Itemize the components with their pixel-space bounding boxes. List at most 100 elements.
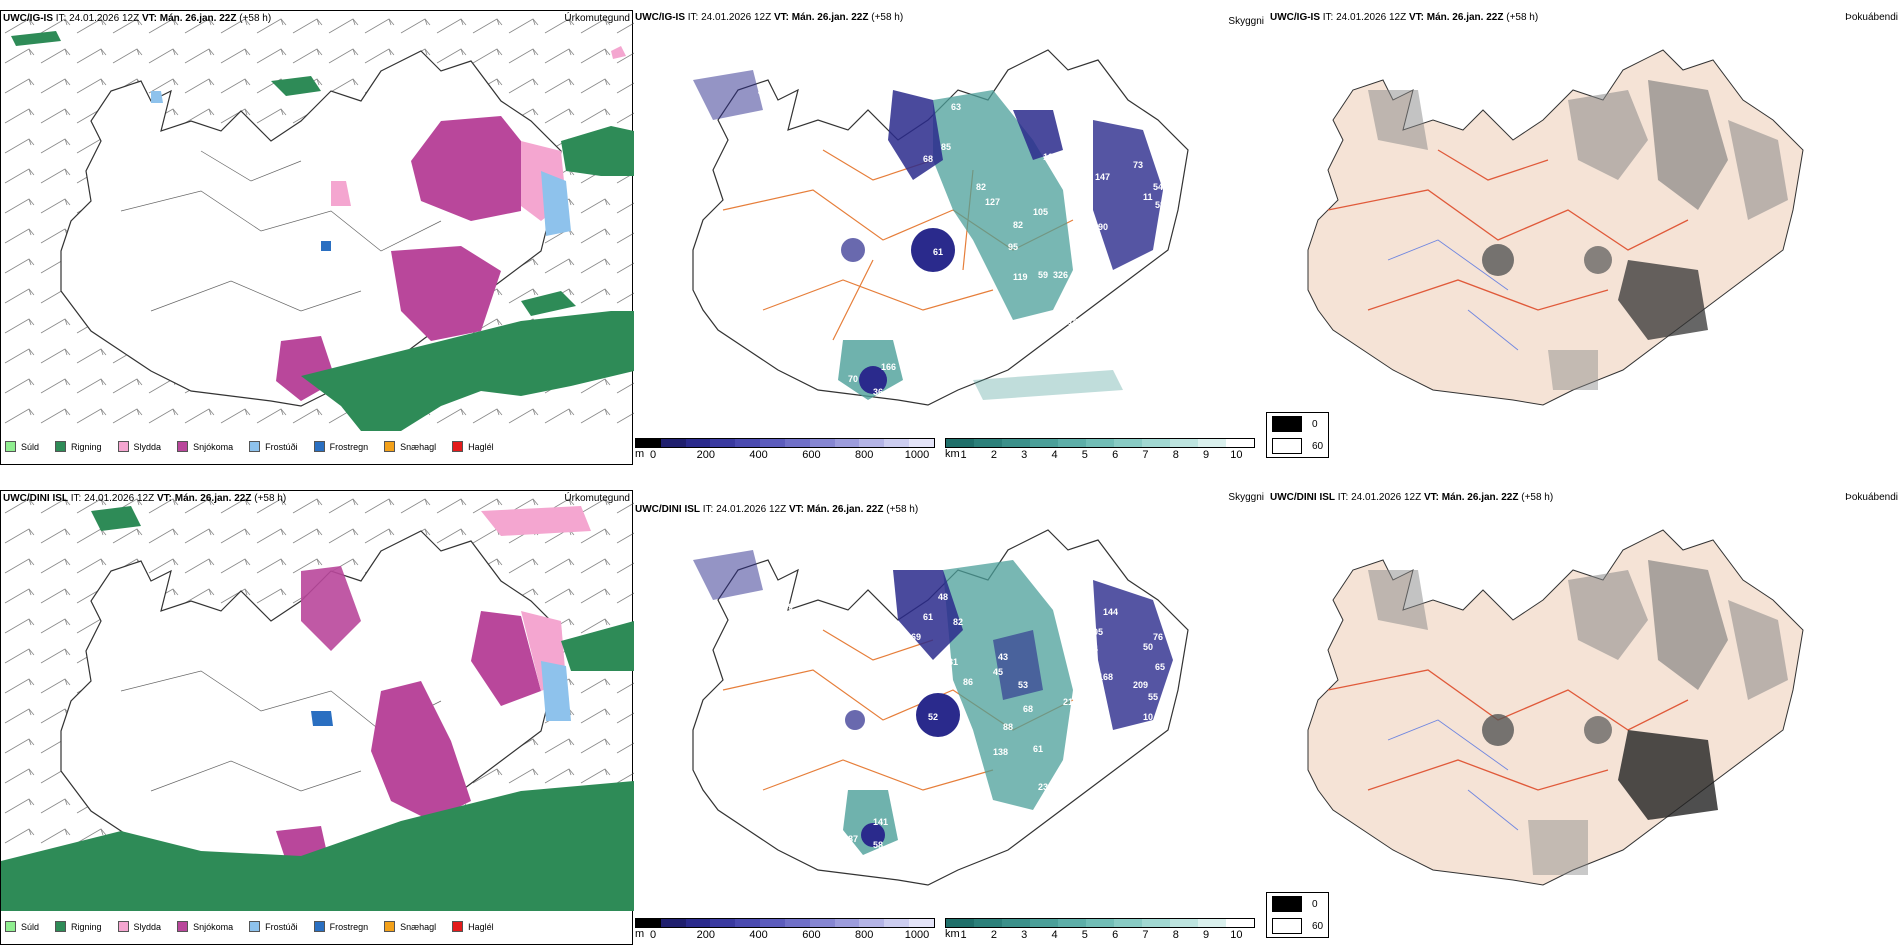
colorbar-tick: 10 <box>1230 929 1243 941</box>
svg-text:52: 52 <box>1073 337 1083 347</box>
svg-text:53: 53 <box>1018 680 1028 690</box>
fog-legend: 0 60 <box>1266 412 1330 458</box>
svg-text:63: 63 <box>951 102 961 112</box>
svg-text:79: 79 <box>1088 257 1098 267</box>
svg-text:168: 168 <box>1098 672 1113 682</box>
svg-text:76: 76 <box>1153 632 1163 642</box>
colorbar-segment <box>1030 919 1058 927</box>
svg-text:81: 81 <box>948 657 958 667</box>
colorbar-segment <box>1058 919 1086 927</box>
colorbar-segment <box>1002 439 1030 447</box>
product-title: Skyggni <box>1228 492 1264 503</box>
svg-text:103: 103 <box>1043 152 1058 162</box>
vis-unit: km <box>945 448 960 460</box>
colorbar-segment <box>1142 439 1170 447</box>
legend-item: Haglél <box>452 921 494 932</box>
panel-header: UWC/IG-IS IT: 24.01.2026 12Z VT: Mán. 26… <box>1270 12 1539 23</box>
svg-text:69: 69 <box>911 632 921 642</box>
legend-item: Snæhagl <box>384 441 436 452</box>
precip-panel-top: UWC/IG-IS IT: 24.01.2026 12Z VT: Mán. 26… <box>0 10 634 465</box>
visibility-map-bottom: 87 73 18 99 48 61 82 69 67 81 86 43 134 … <box>692 529 1189 886</box>
colorbar-tick: 4 <box>1051 449 1058 461</box>
svg-text:18: 18 <box>735 622 745 632</box>
colorbar-tick: 0 <box>649 449 657 461</box>
colorbar-tick: 600 <box>802 449 821 461</box>
colorbar-segment <box>760 919 785 927</box>
svg-text:326: 326 <box>1053 270 1068 280</box>
svg-text:58: 58 <box>873 840 883 850</box>
svg-text:36: 36 <box>873 387 883 397</box>
svg-text:61: 61 <box>1033 744 1043 754</box>
colorbar-segment <box>660 919 686 927</box>
precip-legend: Súld Rigning Slydda Snjókoma Frostúði Fr… <box>5 921 494 932</box>
svg-text:119: 119 <box>1013 272 1028 282</box>
svg-text:192: 192 <box>1068 317 1083 327</box>
product-title: Skyggni <box>1228 16 1264 27</box>
colorbar-segment <box>809 919 835 927</box>
colorbar-tick: 200 <box>696 449 715 461</box>
elev-colorbar: 0 200 400 600 800 1000 <box>635 438 935 462</box>
vis-colorbar: 1 2 3 4 5 6 7 8 9 10 <box>945 918 1255 942</box>
colorbar-segment <box>834 439 860 447</box>
colorbar-segment <box>710 439 736 447</box>
colorbar-tick: 7 <box>1142 449 1149 461</box>
colorbar-tick: 3 <box>1021 449 1028 461</box>
svg-text:190: 190 <box>1093 222 1108 232</box>
colorbar-segment <box>735 439 761 447</box>
vis-colorbar: 1 2 3 4 5 6 7 8 9 10 <box>945 438 1255 462</box>
colorbar-segment <box>909 919 934 927</box>
svg-text:105: 105 <box>1033 207 1048 217</box>
colorbar-segment <box>1114 919 1142 927</box>
vis-unit: km <box>945 928 960 940</box>
svg-text:50: 50 <box>1143 642 1153 652</box>
svg-text:134: 134 <box>1083 644 1098 654</box>
svg-text:205: 205 <box>1088 627 1103 637</box>
elev-colorbar: 0 200 400 600 800 1000 <box>635 918 935 942</box>
colorbar-tick: 1 <box>960 449 967 461</box>
colorbar-tick: 400 <box>749 449 768 461</box>
svg-text:55: 55 <box>1148 692 1158 702</box>
svg-text:43: 43 <box>998 652 1008 662</box>
svg-text:73: 73 <box>1133 160 1143 170</box>
legend-item: Frostregn <box>313 921 368 932</box>
svg-text:138: 138 <box>993 747 1008 757</box>
panel-header: UWC/IG-IS IT: 24.01.2026 12Z VT: Mán. 26… <box>3 13 272 24</box>
colorbar-tick: 6 <box>1112 449 1119 461</box>
colorbar-tick: 7 <box>1142 929 1149 941</box>
svg-text:88: 88 <box>1088 292 1098 302</box>
legend-item: Slydda <box>117 921 161 932</box>
colorbar-segment <box>1142 919 1170 927</box>
svg-text:134: 134 <box>1073 587 1088 597</box>
svg-text:99: 99 <box>783 602 793 612</box>
colorbar-tick: 2 <box>990 929 997 941</box>
legend-item: Slydda <box>117 441 161 452</box>
svg-text:117: 117 <box>1108 274 1123 284</box>
colorbar-segment <box>884 439 910 447</box>
svg-text:87: 87 <box>763 572 773 582</box>
legend-item: Rigning <box>55 441 102 452</box>
colorbar-segment <box>1198 439 1226 447</box>
colorbar-tick: 9 <box>1203 449 1210 461</box>
svg-text:144: 144 <box>1103 607 1118 617</box>
colorbar-segment <box>1226 439 1254 447</box>
panel-header: UWC/DINI ISL IT: 24.01.2026 12Z VT: Mán.… <box>3 493 287 504</box>
svg-text:43: 43 <box>758 87 768 97</box>
svg-text:115: 115 <box>1043 802 1058 812</box>
fog-panel-bottom: Þokuábendi UWC/DINI ISL IT: 24.01.2026 1… <box>1266 490 1900 945</box>
legend-item: Snjókoma <box>177 441 233 452</box>
legend-item: Snæhagl <box>384 921 436 932</box>
precip-panel-bottom: UWC/DINI ISL IT: 24.01.2026 12Z VT: Mán.… <box>0 490 634 945</box>
colorbar-segment <box>710 919 736 927</box>
svg-text:231: 231 <box>1038 782 1053 792</box>
svg-text:82: 82 <box>1013 220 1023 230</box>
colorbar-segment <box>784 919 810 927</box>
colorbar-segment <box>859 919 885 927</box>
colorbar-segment <box>809 439 835 447</box>
svg-text:61: 61 <box>933 247 943 257</box>
colorbar-segment <box>946 919 974 927</box>
colorbar-segment <box>784 439 810 447</box>
colorbar-tick: 6 <box>1112 929 1119 941</box>
colorbar-tick: 1000 <box>904 449 930 461</box>
svg-text:59: 59 <box>1038 270 1048 280</box>
colorbar-segment <box>909 439 934 447</box>
